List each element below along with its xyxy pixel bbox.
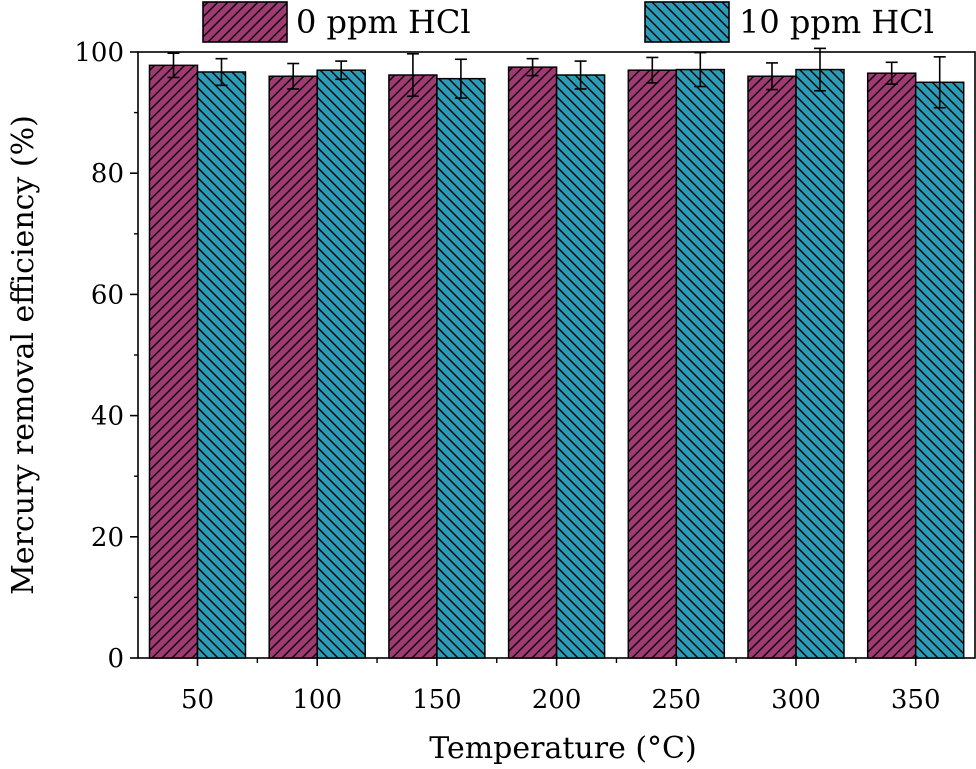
bar-10ppm-50 (196, 71, 247, 659)
bar-0ppm-350 (866, 72, 917, 659)
bar-0ppm-250 (627, 69, 678, 659)
bar-0ppm-200 (507, 66, 558, 659)
bars-group (148, 64, 965, 659)
bar-10ppm-200 (555, 74, 606, 659)
bar-0ppm-50 (148, 64, 199, 659)
bar-10ppm-300 (795, 68, 845, 659)
axes-group: 0 20 40 60 80 100 50 100 150 200 250 300 350 (74, 38, 940, 715)
y-tick-label-0: 0 (107, 644, 124, 674)
bar-0ppm-300 (747, 75, 797, 659)
error-bar-0ppm-250 (646, 56, 659, 84)
y-tick-label-40: 40 (91, 402, 124, 432)
error-bar-10ppm-200 (574, 60, 587, 90)
error-bars-group (167, 47, 946, 109)
x-tick-label-350: 350 (891, 685, 941, 715)
error-bar-0ppm-50 (167, 52, 180, 79)
x-tick-label-300: 300 (771, 685, 821, 715)
bar-0ppm-100 (268, 75, 318, 659)
error-bar-10ppm-250 (694, 51, 707, 88)
error-bar-10ppm-350 (933, 56, 946, 109)
x-tick-label-100: 100 (292, 685, 342, 715)
x-tick-label-50: 50 (181, 685, 214, 715)
x-tick-label-200: 200 (532, 685, 582, 715)
bar-10ppm-250 (675, 68, 726, 659)
bar-10ppm-350 (914, 81, 965, 659)
error-bar-10ppm-100 (335, 60, 348, 81)
y-tick-label-100: 100 (74, 38, 124, 68)
error-bar-0ppm-100 (287, 62, 300, 90)
legend-swatch-10ppm (644, 1, 730, 43)
legend-label-0ppm: 0 ppm HCl (296, 3, 471, 41)
x-tick-label-250: 250 (651, 685, 701, 715)
y-tick-label-20: 20 (91, 523, 124, 553)
x-axis-title: Temperature (°C) (429, 731, 696, 766)
error-bar-0ppm-350 (885, 61, 898, 85)
legend: 0 ppm HCl 10 ppm HCl (202, 1, 934, 43)
error-bar-10ppm-300 (814, 47, 826, 92)
y-tick-label-80: 80 (91, 159, 124, 189)
error-bar-0ppm-150 (406, 53, 419, 98)
error-bar-10ppm-150 (454, 58, 467, 99)
legend-swatch-0ppm (202, 1, 288, 43)
bar-10ppm-150 (436, 77, 486, 659)
legend-label-10ppm: 10 ppm HCl (739, 3, 934, 41)
error-bar-0ppm-200 (526, 57, 539, 77)
bar-0ppm-150 (388, 74, 438, 659)
error-bar-0ppm-300 (766, 62, 778, 91)
y-tick-label-60: 60 (91, 280, 124, 310)
x-tick-label-150: 150 (412, 685, 462, 715)
y-axis-title: Mercury removal efficiency (%) (6, 115, 41, 595)
bar-10ppm-100 (316, 69, 366, 659)
error-bar-10ppm-50 (215, 57, 228, 87)
